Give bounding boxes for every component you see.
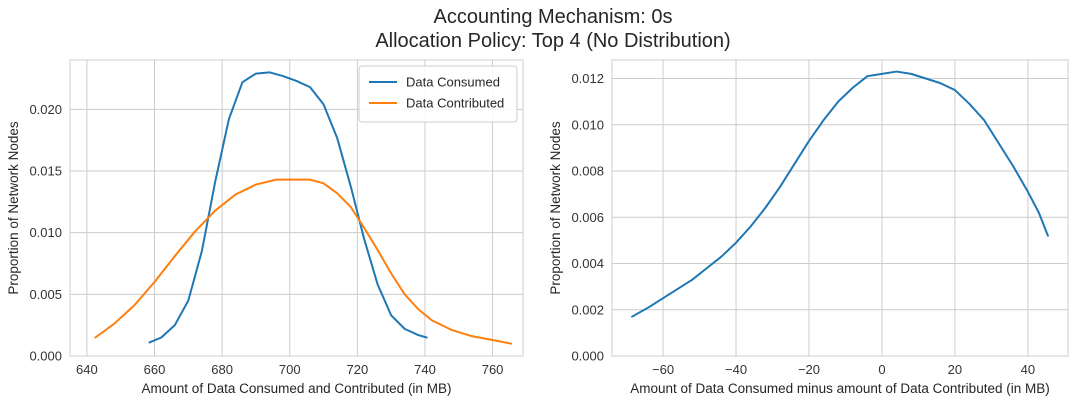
- right-y-tick-label: 0.008: [571, 164, 604, 179]
- left-x-tick-label: 660: [144, 362, 166, 377]
- right-y-axis-label: Proportion of Network Nodes: [548, 121, 563, 295]
- left-axes-frame: [69, 59, 524, 357]
- left-y-axis-label: Proportion of Network Nodes: [6, 121, 21, 295]
- right-y-tick-label: 0.012: [571, 71, 604, 86]
- left-y-tick-label: 0.005: [29, 287, 62, 302]
- left-legend-label: Data Contributed: [406, 96, 504, 111]
- right-x-tick-label: 0: [878, 362, 885, 377]
- left-y-tick-label: 0.010: [29, 225, 62, 240]
- right-x-tick-label: −60: [652, 362, 674, 377]
- left-series-line-data-consumed: [148, 71, 428, 344]
- left-x-axis-label: Amount of Data Consumed and Contributed …: [142, 381, 452, 396]
- left-x-tick-label: 640: [76, 362, 98, 377]
- right-x-tick-label: −40: [725, 362, 747, 377]
- right-x-tick-label: 20: [948, 362, 962, 377]
- left-x-tick-label: 680: [211, 362, 233, 377]
- figure-title-line-1: Accounting Mechanism: 0s: [433, 6, 672, 28]
- right-plot-area: [612, 60, 1068, 356]
- right-x-tick-label: −20: [798, 362, 820, 377]
- right-axes-frame: [611, 59, 1069, 357]
- figure-title-line-2: Allocation Policy: Top 4 (No Distributio…: [375, 30, 730, 52]
- left-y-tick-label: 0.015: [29, 164, 62, 179]
- right-y-tick-label: 0.010: [571, 117, 604, 132]
- left-legend-label: Data Consumed: [406, 75, 500, 90]
- right-y-tick-label: 0.000: [571, 349, 604, 364]
- left-x-tick-label: 740: [414, 362, 436, 377]
- left-y-tick-label: 0.000: [29, 349, 62, 364]
- left-x-tick-label: 700: [279, 362, 301, 377]
- right-y-tick-label: 0.002: [571, 302, 604, 317]
- left-x-tick-label: 720: [346, 362, 368, 377]
- left-legend: Data Consumed Data Contributed: [358, 65, 518, 123]
- left-series-line-data-contributed: [94, 178, 513, 345]
- right-y-tick-label: 0.006: [571, 210, 604, 225]
- left-legend-box: [358, 65, 518, 123]
- left-axes: 640 660 680 700 720 740 760 0.000 0.005 0.010 0.01…: [6, 59, 524, 396]
- right-axes: −60 −40 −20 0 20 40 0.000 0.002 0.004 0.006 0.008 0…: [548, 59, 1069, 396]
- left-y-tick-label: 0.020: [29, 102, 62, 117]
- right-x-axis-label: Amount of Data Consumed minus amount of …: [630, 381, 1049, 396]
- right-y-tick-label: 0.004: [571, 256, 604, 271]
- right-series-line-0: [631, 70, 1049, 318]
- right-x-tick-label: 40: [1021, 362, 1035, 377]
- left-x-tick-label: 760: [482, 362, 504, 377]
